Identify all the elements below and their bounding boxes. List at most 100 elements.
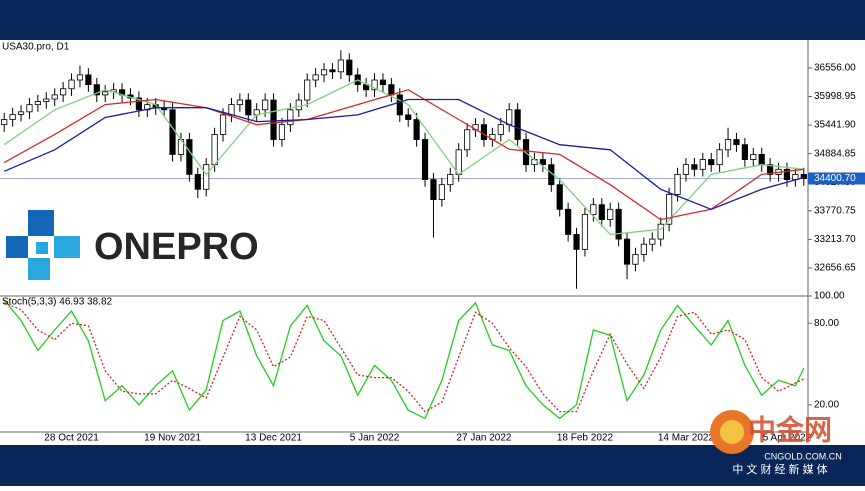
candle-body [573, 234, 580, 250]
plot: 36556.0035998.9535441.9034884.8534327.80… [0, 50, 865, 444]
candle-body [76, 74, 84, 81]
candle-body [480, 124, 488, 140]
y-tick-label: 33213.70 [814, 234, 856, 245]
candle-body [438, 184, 445, 200]
candle-body [783, 168, 791, 180]
candle-body [447, 174, 454, 186]
candle-body [26, 104, 33, 113]
candle-body [346, 59, 353, 76]
candle-body [674, 174, 681, 195]
candle-body [565, 208, 572, 235]
x-tick-label: 5 Jan 2022 [350, 433, 400, 444]
candle-body [607, 208, 614, 220]
y-tick-label: 35998.95 [814, 91, 856, 102]
candle-body [632, 254, 639, 265]
line [3, 302, 805, 413]
candle-body [219, 114, 227, 135]
candle-body [102, 91, 109, 96]
candle-body [270, 99, 277, 140]
candle-body [337, 59, 344, 73]
candle-body [51, 94, 58, 100]
watermark-name: 中金网 [748, 413, 832, 445]
candle-body [396, 94, 403, 116]
x-tick-label: 28 Oct 2021 [44, 433, 99, 444]
candle-body [228, 104, 235, 116]
candle-body [649, 238, 656, 245]
candle-body [278, 124, 286, 140]
logo-icon [28, 258, 50, 280]
top-band [0, 0, 865, 40]
candle-body [623, 238, 631, 265]
candle-body [691, 164, 698, 170]
x-tick-label: 27 Jan 2022 [456, 433, 511, 444]
candle-body [497, 124, 504, 135]
y-tick-label: 35441.90 [814, 120, 856, 131]
x-tick-label: 14 Mar 2022 [658, 433, 715, 444]
candle-body [9, 113, 16, 120]
logo-icon [54, 236, 80, 258]
watermark-icon [720, 420, 744, 444]
candle-body [598, 204, 605, 220]
x-tick-label: 5 Apr 2022 [763, 433, 812, 444]
candle-body [93, 84, 100, 96]
candle-body [430, 179, 437, 200]
candle-body [767, 164, 774, 175]
x-tick-label: 13 Dec 2021 [245, 433, 302, 444]
y-tick-label: 100.00 [814, 291, 845, 302]
bottom-band [0, 445, 865, 486]
candle-body [304, 79, 311, 101]
candle-body [85, 74, 92, 86]
candle-body [421, 139, 429, 180]
candle-body [329, 69, 336, 73]
price-label-box [808, 172, 865, 185]
y-tick-label: 32656.65 [814, 263, 856, 274]
candle-body [539, 159, 546, 166]
candle-body [800, 174, 807, 179]
logo-icon [6, 236, 28, 258]
watermark-tagline: 中 文 财 经 新 媒 体 [732, 462, 827, 476]
x-tick-label: 19 Nov 2021 [144, 433, 201, 444]
candle-body [135, 97, 142, 111]
logo-icon [36, 242, 48, 254]
candle-body [60, 88, 67, 96]
candle-body [169, 109, 176, 155]
chart-title: USA30.pro, D1 [2, 42, 70, 53]
candle-body [464, 129, 471, 151]
candle-body [581, 214, 589, 250]
y-tick-label: 33770.75 [814, 205, 856, 216]
candle-body [371, 79, 378, 91]
candle-body [388, 84, 395, 96]
candle-body [758, 154, 765, 166]
candle-body [68, 79, 75, 90]
candle-body [43, 98, 50, 102]
candle-body [262, 99, 269, 111]
candle-body [211, 134, 218, 166]
candle-body [312, 74, 319, 81]
candle-body [514, 109, 521, 140]
candle-body [379, 79, 387, 86]
candle-body [405, 114, 412, 120]
watermark: 中金网 CNGOLD.COM.CN 中 文 财 经 新 媒 体 [710, 410, 842, 476]
candle-body [245, 99, 252, 116]
candle-body [615, 208, 622, 240]
candle-body [186, 139, 193, 175]
candle-body [556, 184, 563, 210]
candle-body [17, 111, 25, 115]
candle-body [657, 223, 664, 240]
x-tick-label: 18 Feb 2022 [557, 433, 614, 444]
line [3, 299, 805, 420]
candle-body [708, 159, 715, 166]
y-tick-label: 80.00 [814, 318, 839, 329]
candle-body [194, 174, 201, 190]
y-tick-label: 20.00 [814, 399, 839, 410]
price-label: 34400.70 [814, 173, 856, 184]
line [3, 98, 804, 210]
candle-body [640, 243, 647, 255]
candle-body [413, 119, 420, 140]
candle-body [1, 119, 8, 126]
logo-icon [28, 210, 54, 236]
candle-body [699, 159, 706, 170]
y-tick-label: 34884.85 [814, 148, 856, 159]
